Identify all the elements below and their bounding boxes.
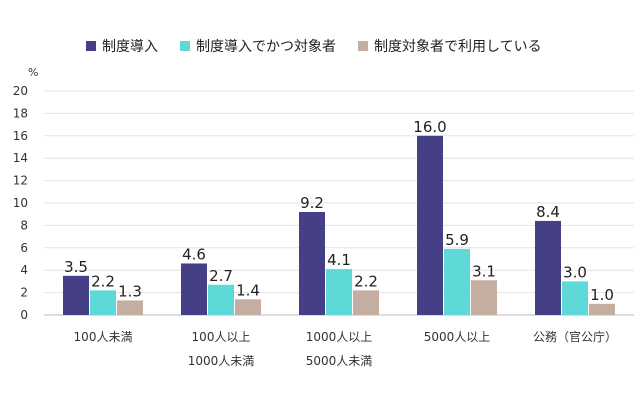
y-tick-label: 18	[13, 106, 28, 120]
x-tick-label: 1000人未満	[188, 354, 255, 368]
y-tick-label: 20	[13, 84, 28, 98]
data-label: 3.0	[563, 263, 587, 281]
legend-swatch-dounyu-taishosha	[180, 41, 190, 51]
bar	[562, 281, 588, 315]
data-label: 4.6	[182, 245, 206, 263]
x-tick-label: 公務（官公庁）	[533, 329, 617, 344]
legend-item-riyou: 制度対象者で利用している	[358, 36, 542, 56]
x-tick-label: 100人未満	[74, 330, 133, 344]
bar	[208, 284, 234, 315]
y-tick-label: 10	[13, 196, 28, 210]
data-label: 2.2	[91, 272, 115, 290]
bar	[417, 135, 443, 315]
legend-swatch-seido-dounyu	[86, 41, 96, 51]
y-tick-label: 16	[13, 129, 28, 143]
y-tick-label: 6	[20, 241, 28, 255]
legend-label-seido-dounyu: 制度導入	[102, 39, 158, 55]
bar	[471, 280, 497, 315]
x-tick-label: 100人以上	[192, 330, 251, 344]
x-tick-label: 5000人以上	[424, 330, 491, 344]
bar	[535, 220, 561, 315]
legend-item-seido-dounyu: 制度導入	[86, 36, 158, 56]
bar	[90, 290, 116, 315]
data-label: 2.2	[354, 272, 378, 290]
bar	[444, 248, 470, 315]
bar	[589, 303, 615, 315]
bar	[299, 211, 325, 315]
legend-label-dounyu-taishosha: 制度導入でかつ対象者	[196, 39, 336, 55]
bar	[117, 300, 143, 315]
y-tick-label: 8	[20, 218, 28, 232]
bar	[326, 269, 352, 315]
data-label: 8.4	[536, 203, 560, 221]
x-tick-label: 1000人以上	[306, 330, 373, 344]
bar	[353, 290, 379, 315]
legend-label-riyou: 制度対象者で利用している	[374, 39, 542, 55]
data-label: 16.0	[413, 118, 446, 136]
bar	[181, 263, 207, 315]
data-label: 1.0	[590, 286, 614, 304]
y-tick-label: 2	[20, 286, 28, 300]
y-tick-label: 12	[13, 174, 28, 188]
y-axis-unit-label: %	[28, 66, 38, 79]
data-label: 9.2	[300, 194, 324, 212]
x-tick-label: 5000人未満	[306, 354, 373, 368]
data-label: 2.7	[209, 267, 233, 285]
y-tick-label: 4	[20, 263, 28, 277]
data-label: 3.1	[472, 262, 496, 280]
legend-item-dounyu-taishosha: 制度導入でかつ対象者	[180, 36, 336, 56]
legend: 制度導入 制度導入でかつ対象者 制度対象者で利用している	[86, 36, 542, 56]
data-label: 4.1	[327, 251, 351, 269]
y-tick-label: 0	[20, 308, 28, 322]
bar	[63, 275, 89, 315]
data-label: 1.3	[118, 282, 142, 300]
data-label: 5.9	[445, 231, 469, 249]
bar	[235, 299, 261, 315]
data-label: 1.4	[236, 281, 260, 299]
legend-swatch-riyou	[358, 41, 368, 51]
data-label: 3.5	[64, 258, 88, 276]
y-tick-label: 14	[13, 151, 28, 165]
